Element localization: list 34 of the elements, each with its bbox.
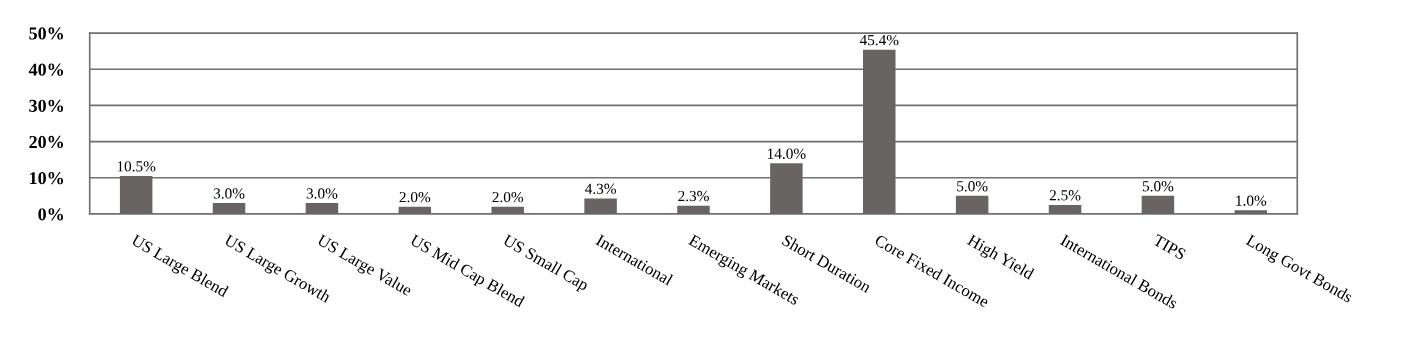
data-label: 4.3% <box>584 183 616 194</box>
y-tick-label: 40% <box>28 63 64 76</box>
y-tick-label: 0% <box>38 208 64 221</box>
bar <box>119 175 153 214</box>
data-label: 2.0% <box>399 191 431 203</box>
bar <box>955 195 989 214</box>
bar <box>1234 210 1268 214</box>
x-tick-label: TIPS <box>1152 234 1187 261</box>
data-label: 5.0% <box>957 181 988 192</box>
bar <box>305 203 339 214</box>
bar <box>212 203 246 214</box>
x-tick-label: High Yield <box>964 233 1036 283</box>
y-tick-label: 10% <box>30 172 64 185</box>
data-label: 2.0% <box>492 191 524 203</box>
bar <box>1048 204 1082 214</box>
data-label: 5.0% <box>1142 181 1174 192</box>
y-tick-label: 30% <box>29 99 64 112</box>
y-tick-label: 50% <box>29 27 64 40</box>
bar <box>1141 195 1175 214</box>
bar <box>770 163 803 214</box>
bar <box>398 206 432 214</box>
y-tick-label: 20% <box>29 135 64 149</box>
bar <box>677 205 710 214</box>
data-label: 10.5% <box>117 161 156 172</box>
bar <box>491 206 524 214</box>
data-label: 2.5% <box>1049 190 1081 201</box>
data-label: 45.4% <box>859 34 899 46</box>
bar <box>863 49 896 214</box>
data-label: 14.0% <box>767 148 806 159</box>
data-label: 1.0% <box>1236 195 1267 206</box>
data-label: 3.0% <box>213 188 245 199</box>
data-label: 3.0% <box>306 188 338 199</box>
bar <box>584 198 617 214</box>
data-label: 2.3% <box>678 190 709 202</box>
